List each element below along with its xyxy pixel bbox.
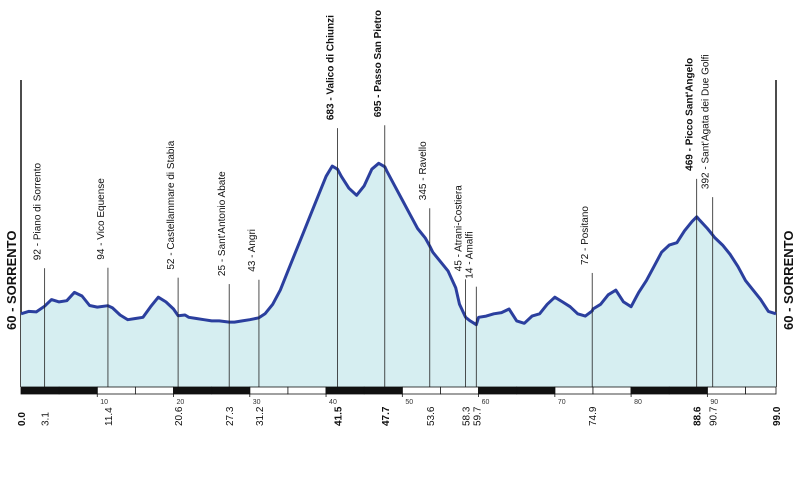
km-bar-segment: [478, 386, 518, 395]
km-bar-segment: [325, 386, 365, 395]
location-label: 469 - Picco Sant'Angelo: [685, 58, 696, 171]
location-label: 25 - Sant'Antonio Abate: [217, 171, 228, 276]
location-markers: [44, 125, 714, 387]
location-km-label: 53.6: [426, 406, 437, 426]
km-bar-segment: [554, 386, 594, 395]
location-km-label: 20.6: [174, 406, 185, 426]
location-label: 14 - Amalfi: [464, 231, 475, 278]
km-bar-segment: [58, 386, 98, 395]
location-label: 52 - Castellammare di Stabia: [166, 140, 177, 269]
finish-label: 60 - SORRENTO: [781, 231, 796, 330]
km-tick-label: 50: [405, 399, 413, 406]
location-km-label: 27.3: [225, 406, 236, 426]
km-bar-segment: [401, 386, 441, 395]
location-km-label: 41.5: [333, 406, 344, 426]
location-label: 345 - Ravello: [418, 141, 429, 200]
km-tick-label: 30: [253, 399, 261, 406]
km-tick-label: 40: [329, 399, 337, 406]
location-label: 45 - Atrani-Costiera: [454, 185, 465, 272]
location-km-label: 3.1: [41, 412, 52, 426]
km-bar-segment: [668, 386, 708, 395]
location-km-label: 74.9: [588, 406, 599, 426]
km-bar-segment: [211, 386, 251, 395]
km-tick-label: 90: [710, 399, 718, 406]
location-label: 695 - Passo San Pietro: [373, 10, 384, 117]
km-tick-label: 70: [558, 399, 566, 406]
km-bar-segment: [134, 386, 174, 395]
km-tick-label: 80: [634, 399, 642, 406]
km-axis: 10 20 30 40 50 60 70 80 90 0.0 99.0: [17, 386, 783, 426]
location-label: 43 - Angri: [247, 229, 258, 272]
location-labels: 92 - Piano di Sorrento 3.1 94 - Vico Equen…: [33, 10, 720, 426]
location-km-label: 88.6: [693, 406, 704, 426]
end-km-label: 99.0: [772, 406, 783, 426]
km-bar-segment: [745, 386, 777, 395]
km-bar-segment: [440, 386, 479, 395]
km-bar-segment: [287, 386, 327, 395]
km-bar-segment: [173, 386, 213, 395]
location-label: 392 - Sant'Agata dei Due Golfi: [701, 54, 712, 189]
km-bar-segment: [20, 386, 60, 395]
km-bar-segment: [516, 386, 556, 395]
location-km-label: 47.7: [381, 406, 392, 426]
start-label: 60 - SORRENTO: [4, 231, 19, 330]
location-km-label: 58.3: [462, 406, 473, 426]
location-km-label: 90.7: [709, 406, 720, 426]
profile-line: [20, 161, 777, 327]
location-km-label: 59.7: [472, 406, 483, 426]
km-tick-label: 20: [177, 399, 185, 406]
location-label: 683 - Valico di Chiunzi: [325, 15, 336, 120]
km-bar-segment: [249, 386, 289, 395]
km-bar-segment: [96, 386, 136, 395]
end-km-label: 0.0: [17, 412, 28, 426]
km-bar-segment: [363, 386, 403, 395]
location-label: 72 - Positano: [580, 206, 591, 265]
profile-area: [20, 161, 777, 387]
km-tick-label: 60: [482, 399, 490, 406]
location-km-label: 31.2: [255, 406, 266, 426]
profile-fill: [21, 163, 776, 387]
km-bar-segment: [706, 386, 746, 395]
location-km-label: 11.4: [104, 407, 115, 426]
location-label: 94 - Vico Equense: [96, 178, 107, 260]
km-tick-label: 10: [100, 399, 108, 406]
location-label: 92 - Piano di Sorrento: [33, 162, 44, 260]
km-bar-segment: [592, 386, 632, 395]
km-bar-segment: [630, 386, 670, 395]
